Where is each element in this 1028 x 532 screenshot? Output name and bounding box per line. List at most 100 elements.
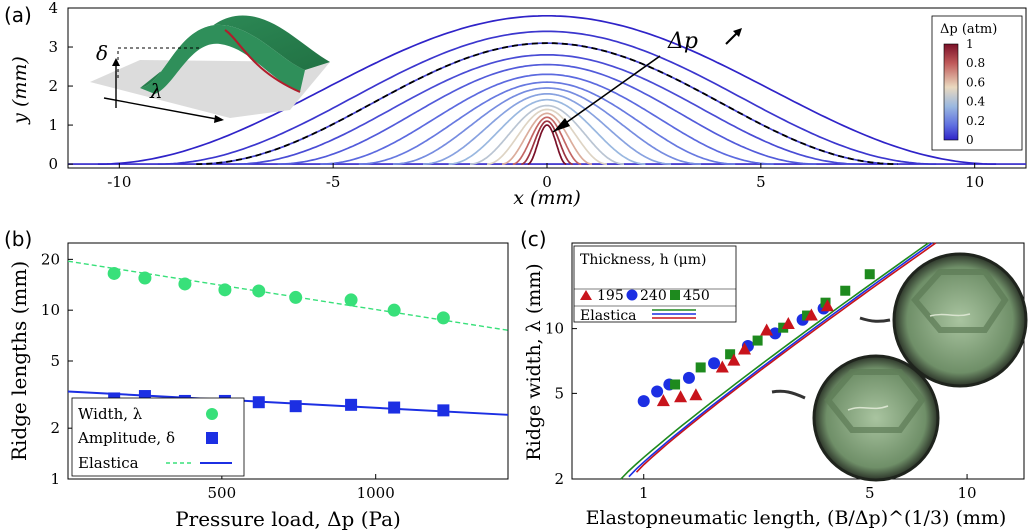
ridge-profile-dashed — [196, 42, 898, 165]
panel-c-letter: (c) — [520, 227, 547, 251]
a-y-tick-label-0: 0 — [48, 155, 58, 173]
panel-c-plot — [620, 242, 937, 480]
ridge-profile-0 — [97, 14, 997, 165]
photo-inset-lower-hexagon — [824, 369, 926, 433]
b-width-point-8 — [436, 311, 450, 325]
legend-b-amplitude-marker — [206, 432, 218, 444]
panel-a-letter: (a) — [4, 3, 32, 27]
c-y-tick-label-0: 2 — [554, 470, 564, 488]
a-y-tick-label-2: 2 — [48, 77, 58, 95]
b-amplitude-point-6 — [345, 398, 358, 411]
c-x-tick-label-1: 5 — [865, 484, 875, 502]
c-195-point-9 — [820, 299, 834, 312]
c-450-point-8 — [864, 269, 875, 280]
c-450-point-0 — [670, 379, 681, 390]
b-amplitude-point-8 — [437, 404, 450, 417]
panel-a-profiles — [68, 14, 1026, 165]
inset-dashed-guide — [117, 47, 200, 78]
panel-b-legend: Width, λ Amplitude, δ Elastica — [71, 397, 245, 477]
legend-c-450-marker — [670, 290, 680, 300]
photo-inset-upper-hexagon — [911, 269, 1009, 333]
legend-b-width-marker — [206, 408, 218, 420]
colorbar-tick-2: 0.6 — [966, 75, 985, 89]
c-195-point-3 — [715, 360, 729, 373]
colorbar-tick-4: 0.2 — [966, 114, 985, 128]
dp-increase-arrow-head — [733, 28, 742, 37]
c-elastica-fit-450 — [620, 242, 929, 480]
c-450-point-5 — [802, 310, 813, 321]
panel-a-y-ticks: 0 1 2 3 4 — [48, 0, 73, 173]
c-450-point-7 — [840, 285, 851, 296]
panel-b: (b) 500 1000 1 2 5 10 20 Pressure load, Δp (P… — [4, 227, 509, 531]
b-width-point-1 — [138, 271, 152, 285]
inset-lambda-arrow — [103, 97, 223, 121]
panel-c-y-ticks: 2 5 10 — [545, 320, 577, 488]
panel-b-plot — [67, 260, 509, 417]
colorbar-tick-1: 0.8 — [966, 56, 985, 70]
a-x-tick-label-4: 10 — [965, 173, 984, 191]
legend-c-450-label: 450 — [683, 288, 710, 304]
b-y-tick-label-0: 1 — [50, 470, 60, 488]
panel-b-y-label: Ridge lengths (mm) — [7, 261, 31, 461]
dp-arrow-line — [552, 55, 661, 133]
legend-c-title: Thickness, h (μm) — [580, 252, 707, 268]
inset-lambda-label: λ — [149, 79, 163, 103]
photo-inset-upper — [892, 252, 1028, 388]
ridge-profile-7 — [393, 87, 701, 165]
colorbar-tick-3: 0.4 — [966, 95, 985, 109]
legend-b-item-width: Width, λ — [78, 405, 143, 423]
inset-lambda-arrowhead — [214, 115, 224, 123]
c-240-point-0 — [637, 395, 650, 408]
panel-a-x-ticks: -10 -5 0 5 10 — [107, 163, 984, 191]
c-195-point-1 — [674, 390, 688, 403]
colorbar-tick-0: 1 — [966, 37, 974, 51]
ridge-profile-14 — [521, 120, 573, 165]
inset-section-line — [224, 29, 301, 93]
b-amplitude-point-5 — [289, 400, 302, 413]
c-240-point-4 — [708, 357, 721, 370]
b-amplitude-point-4 — [252, 396, 265, 409]
inset-ridge-surface — [140, 15, 330, 88]
b-y-tick-label-3: 10 — [41, 301, 60, 319]
colorbar: Δp (atm) 1 0.8 0.6 0.4 0.2 0 — [931, 15, 1023, 151]
b-y-tick-label-4: 20 — [41, 250, 60, 268]
panel-c-y-label: Ridge width, λ (mm) — [523, 263, 545, 460]
photo-inset-lower-disc — [812, 354, 940, 482]
colorbar-tick-5: 0 — [966, 133, 974, 147]
panel-b-x-ticks: 500 1000 — [208, 474, 395, 502]
c-450-point-6 — [820, 297, 831, 308]
panel-a-y-label: y (mm) — [9, 56, 31, 125]
ridge-profile-8 — [423, 93, 671, 165]
panel-a-x-label: x (mm) — [513, 187, 581, 209]
photo-inset-upper-crack — [929, 313, 971, 317]
ridge-profile-10 — [470, 104, 624, 165]
c-elastica-fit-240 — [628, 242, 933, 478]
c-195-point-4 — [727, 353, 741, 366]
dp-annotation: Δp — [667, 29, 698, 54]
c-elastica-fit-195 — [635, 242, 937, 473]
ridge-profile-11 — [487, 108, 607, 165]
panel-c-x-label: Elastopneumatic length, (B/Δp)^(1/3) (mm… — [586, 507, 1007, 529]
legend-c-elastica: Elastica — [580, 308, 637, 324]
b-width-point-6 — [344, 293, 358, 307]
panel-b-letter: (b) — [4, 227, 32, 251]
a-x-tick-label-3: 5 — [756, 173, 766, 191]
b-y-tick-label-2: 5 — [50, 352, 60, 370]
b-width-point-2 — [178, 277, 192, 291]
b-width-point-5 — [289, 290, 303, 304]
c-195-point-7 — [781, 317, 795, 330]
legend-c-240-marker — [626, 289, 638, 301]
c-240-point-6 — [769, 327, 782, 340]
a-x-tick-label-0: -10 — [107, 173, 131, 191]
a-y-tick-label-4: 4 — [48, 0, 58, 17]
c-195-point-5 — [738, 342, 752, 355]
legend-c-240-label: 240 — [640, 288, 667, 304]
photo-inset-lower-crack — [847, 405, 889, 411]
c-195-point-6 — [760, 323, 774, 336]
ridge-profile-6 — [358, 81, 736, 165]
b-y-tick-label-1: 2 — [50, 419, 60, 437]
c-y-tick-label-1: 5 — [554, 384, 564, 402]
b-width-point-4 — [252, 284, 266, 298]
